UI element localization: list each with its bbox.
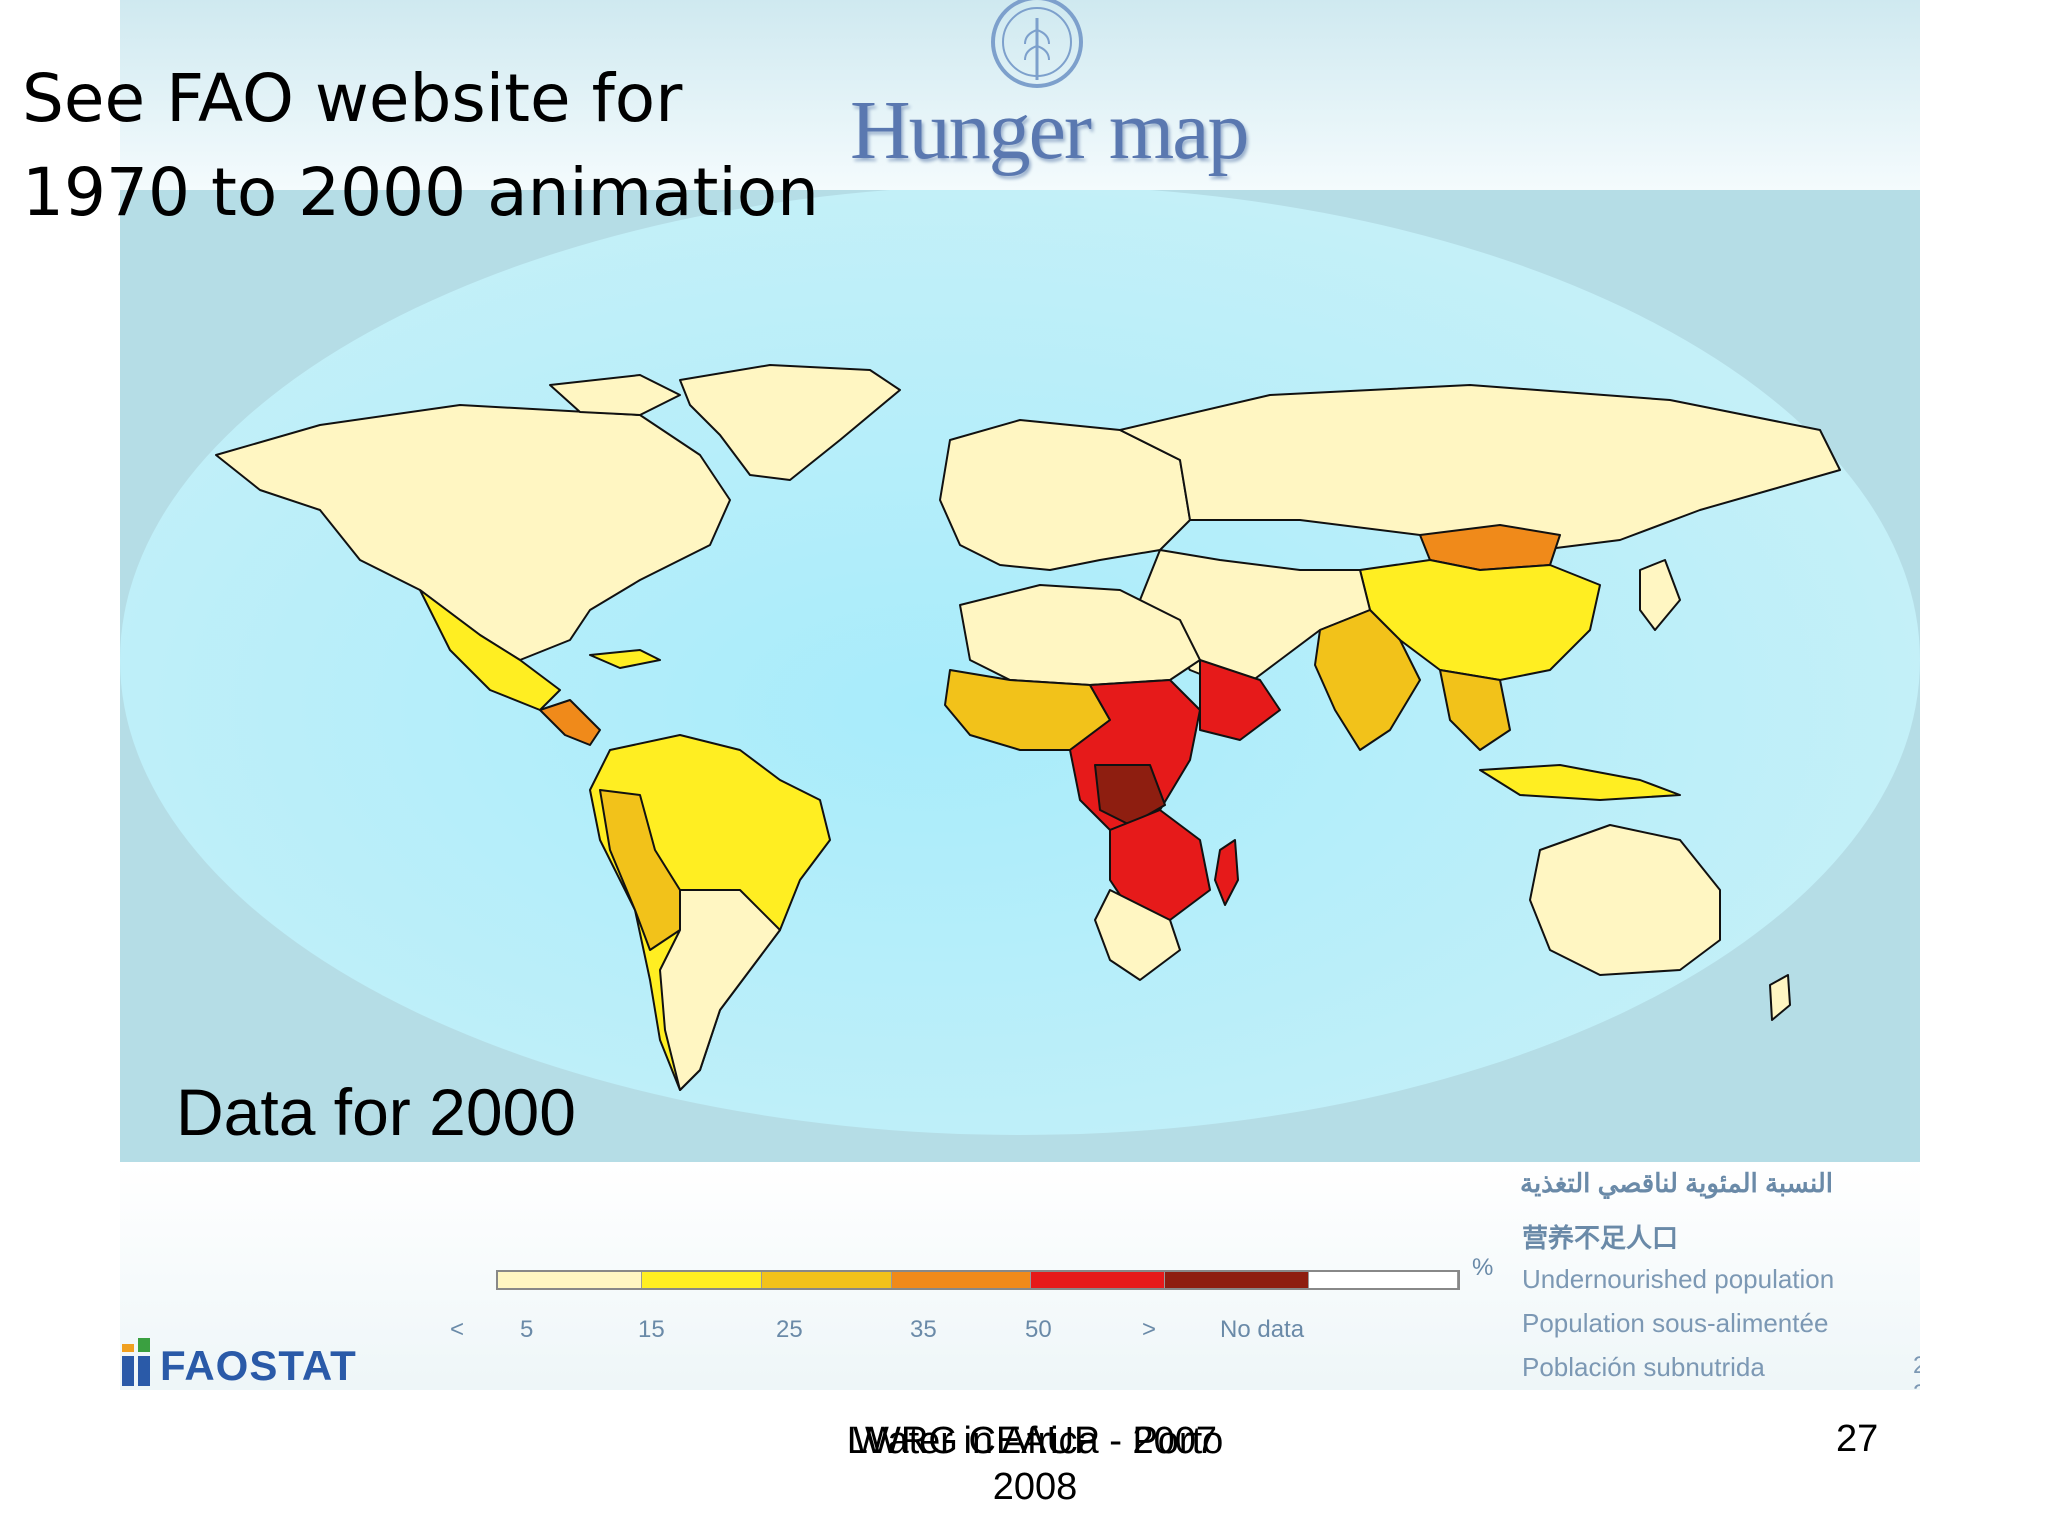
region-horn-of-africa [1199, 659, 1281, 741]
faostat-mark-icon [122, 1338, 150, 1386]
legend-label-french: Population sous-alimentée [1522, 1308, 1829, 1338]
legend-label-english: Undernourished population [1522, 1264, 1835, 1294]
region-europe [939, 419, 1191, 571]
title-band [120, 0, 1920, 190]
region-southeast-asia [1439, 669, 1511, 751]
legend-tick: < [450, 1316, 465, 1343]
faostat-logo-text: FAOSTAT [160, 1342, 357, 1389]
footer-title: Water in Africa - 2007 [853, 1420, 1217, 1462]
region-north-asia [1119, 384, 1841, 551]
legend-swatch [891, 1272, 1031, 1288]
legend-tick: 15 [638, 1316, 665, 1343]
region-mexico [419, 589, 561, 711]
legend-tick: 50 [1025, 1316, 1052, 1343]
region-central-america [539, 699, 601, 746]
legend-swatch [1030, 1272, 1166, 1288]
region-south-africa [1094, 889, 1181, 981]
region-southern-cone [659, 889, 781, 1091]
legend-label-spanish: Población subnutrida [1522, 1352, 1765, 1382]
slide-note: See FAO website for 1970 to 2000 animati… [22, 52, 819, 240]
slide-note-line: 1970 to 2000 animation [22, 154, 819, 231]
region-arctic-islands [549, 374, 681, 416]
footer-year: 2008 [992, 1466, 1078, 1508]
map-title: Hunger map [850, 84, 1250, 177]
legend-bar [496, 1270, 1460, 1290]
region-southern-africa [1109, 809, 1211, 921]
legend-tick: 35 [910, 1316, 937, 1343]
legend-tick: > [1142, 1316, 1157, 1343]
region-indonesia [1479, 764, 1681, 801]
data-period: 2002-2004 [1913, 1352, 1920, 1390]
legend-swatch [1309, 1272, 1458, 1288]
region-japan [1639, 559, 1681, 631]
legend-tick: 25 [776, 1316, 803, 1343]
legend-swatch [641, 1272, 763, 1288]
region-madagascar [1214, 839, 1239, 906]
region-greenland [679, 364, 901, 481]
legend-label-arabic: النسبة المئوية لناقصي التغذية [1520, 1168, 1833, 1198]
fao-emblem-icon [991, 0, 1083, 88]
world-map [120, 190, 1920, 1135]
legend-tick: No data [1220, 1316, 1305, 1343]
footer-overlap-text: LWRG CEAUP - Porto [846, 1420, 1224, 1462]
data-year-label: Data for 2000 [176, 1075, 576, 1149]
legend-swatch [1165, 1272, 1310, 1288]
legend-tick: 5 [520, 1316, 534, 1343]
region-india [1314, 609, 1421, 751]
legend-swatch [762, 1272, 892, 1288]
faostat-logo: FAOSTAT [120, 1318, 357, 1388]
map-panel: Hunger map [120, 0, 1920, 1390]
region-caribbean [589, 649, 661, 669]
legend-label-chinese: 营养不足人口 [1522, 1223, 1679, 1253]
region-north-africa [959, 584, 1201, 686]
page-number: 27 [1836, 1418, 1879, 1460]
slide-note-line: See FAO website for [22, 60, 683, 137]
slide-footer: Water in Africa - 2007 LWRG CEAUP - Port… [740, 1418, 1330, 1510]
legend-unit: % [1472, 1254, 1494, 1281]
legend-swatch [498, 1272, 642, 1288]
region-australia [1529, 824, 1721, 976]
region-new-zealand [1769, 974, 1791, 1021]
